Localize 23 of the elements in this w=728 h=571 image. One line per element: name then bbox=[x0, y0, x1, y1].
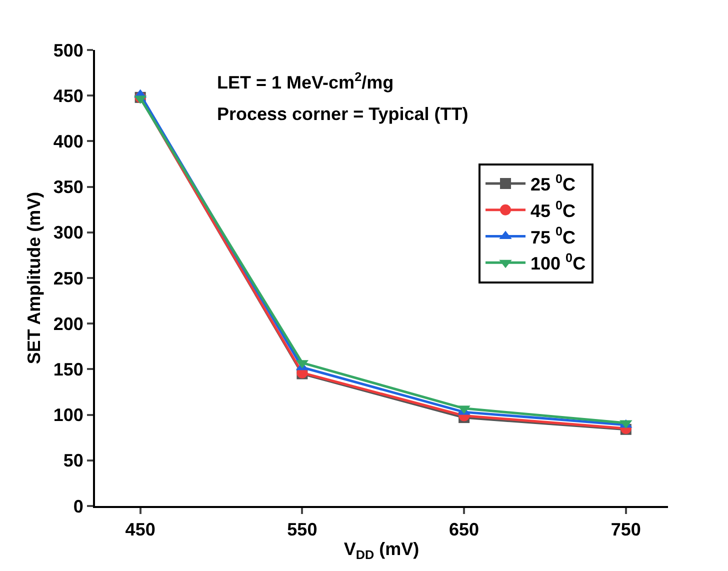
y-tick-label: 100 bbox=[53, 405, 84, 426]
x-axis-title: V$_{DD}$ (mV) bbox=[344, 539, 420, 562]
y-tick-label: 0 bbox=[73, 496, 84, 516]
annotation: LET = 1 MeV-cm$^{2}$/mg bbox=[217, 70, 394, 93]
legend-label: 75 $^{0}$C bbox=[530, 224, 576, 248]
y-tick-label: 300 bbox=[53, 222, 84, 243]
legend-label: 25 $^{0}$C bbox=[530, 172, 576, 194]
y-tick-label: 500 bbox=[53, 40, 84, 60]
y-tick-label: 150 bbox=[53, 360, 84, 380]
x-tick-label: 550 bbox=[287, 520, 318, 540]
y-tick-label: 50 bbox=[63, 450, 84, 471]
legend-label: 100 $^{0}$C bbox=[530, 251, 586, 274]
y-tick-label: 250 bbox=[53, 268, 84, 288]
x-tick-label: 650 bbox=[449, 520, 480, 540]
legend-label: 45 $^{0}$C bbox=[530, 198, 576, 221]
x-tick-label: 750 bbox=[610, 520, 641, 540]
x-tick-label: 450 bbox=[125, 520, 156, 540]
y-tick-label: 350 bbox=[53, 177, 84, 198]
y-axis-title: SET Amplitude (mV) bbox=[24, 192, 44, 364]
y-tick-label: 400 bbox=[53, 132, 84, 152]
y-tick-label: 200 bbox=[53, 314, 84, 334]
y-tick-label: 450 bbox=[53, 86, 84, 106]
annotation: Process corner = Typical (TT) bbox=[217, 104, 468, 124]
